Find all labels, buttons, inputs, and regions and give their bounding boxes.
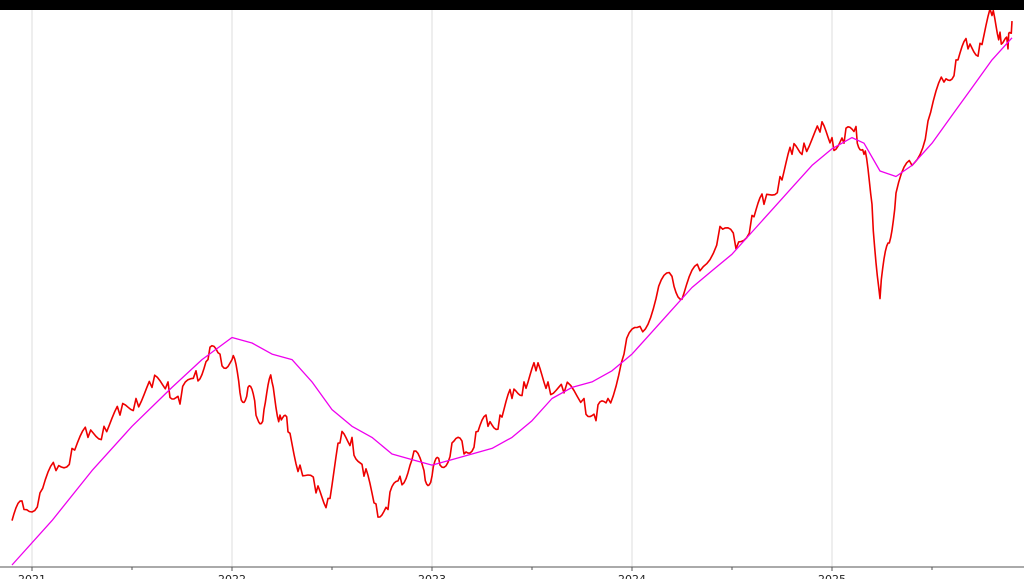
line-chart: 2021 2022 2023 2024 2025 xyxy=(0,10,1024,579)
grid-lines xyxy=(31,10,833,567)
x-ticks: 2021 2022 2023 2024 2025 xyxy=(18,567,933,579)
tick-label-2021: 2021 xyxy=(18,573,46,579)
tick-label-2022: 2022 xyxy=(218,573,246,579)
top-bar xyxy=(0,0,1024,10)
tick-label-2023: 2023 xyxy=(418,573,446,579)
tick-label-2025: 2025 xyxy=(818,573,846,579)
series-layer xyxy=(11,10,1013,566)
chart-area: 2021 2022 2023 2024 2025 xyxy=(0,10,1024,579)
tick-label-2024: 2024 xyxy=(618,573,646,579)
series-line-2 xyxy=(11,37,1013,566)
series-line-1 xyxy=(11,10,1013,521)
